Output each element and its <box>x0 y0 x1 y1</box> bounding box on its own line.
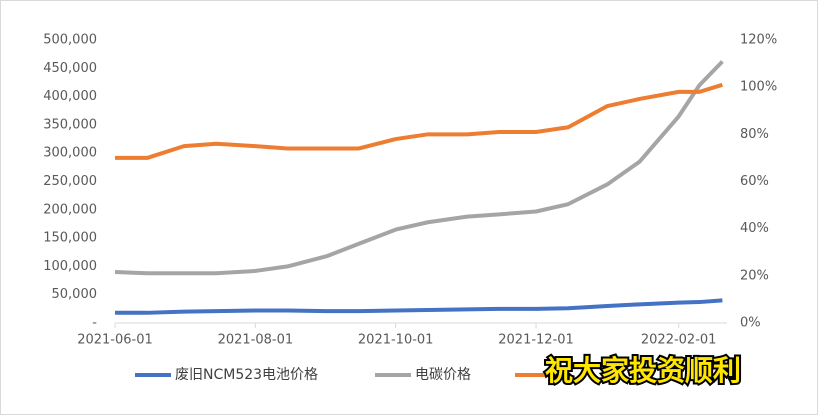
x-tick-label: 2021-12-01 <box>498 333 574 348</box>
y2-tick-label: 40% <box>740 221 769 236</box>
y-tick-label: - <box>92 316 97 331</box>
legend-label: 废旧NCM523电池价格 <box>175 367 318 383</box>
x-tick-label: 2021-06-01 <box>77 333 153 348</box>
y2-tick-label: 120% <box>740 33 777 48</box>
x-tick-label: 2021-08-01 <box>218 333 294 348</box>
y-tick-label: 200,000 <box>43 202 97 217</box>
annotation: 祝大家投资顺利 <box>545 354 741 387</box>
y-tick-label: 500,000 <box>43 33 97 48</box>
y2-tick-label: 0% <box>740 316 761 331</box>
y2-tick-label: 80% <box>740 127 769 142</box>
y-tick-label: 350,000 <box>43 117 97 132</box>
series-line <box>115 82 723 160</box>
x-tick-label: 2022-02-01 <box>641 333 717 348</box>
y-tick-label: 100,000 <box>43 259 97 274</box>
y2-tick-label: 60% <box>740 174 769 189</box>
y-tick-label: 400,000 <box>43 89 97 104</box>
y-tick-label: 450,000 <box>43 61 97 76</box>
legend-label: 电碳价格 <box>415 367 471 383</box>
y2-tick-label: 20% <box>740 268 769 283</box>
series-line <box>115 298 723 315</box>
y-tick-label: 300,000 <box>43 146 97 161</box>
x-tick-label: 2021-10-01 <box>358 333 434 348</box>
y-tick-label: 150,000 <box>43 231 97 246</box>
series-line <box>114 60 724 276</box>
y-tick-label: 250,000 <box>43 174 97 189</box>
legend: 废旧NCM523电池价格 电碳价格 <box>135 367 551 383</box>
y-tick-label: 50,000 <box>52 287 98 302</box>
y2-tick-label: 100% <box>740 80 777 95</box>
